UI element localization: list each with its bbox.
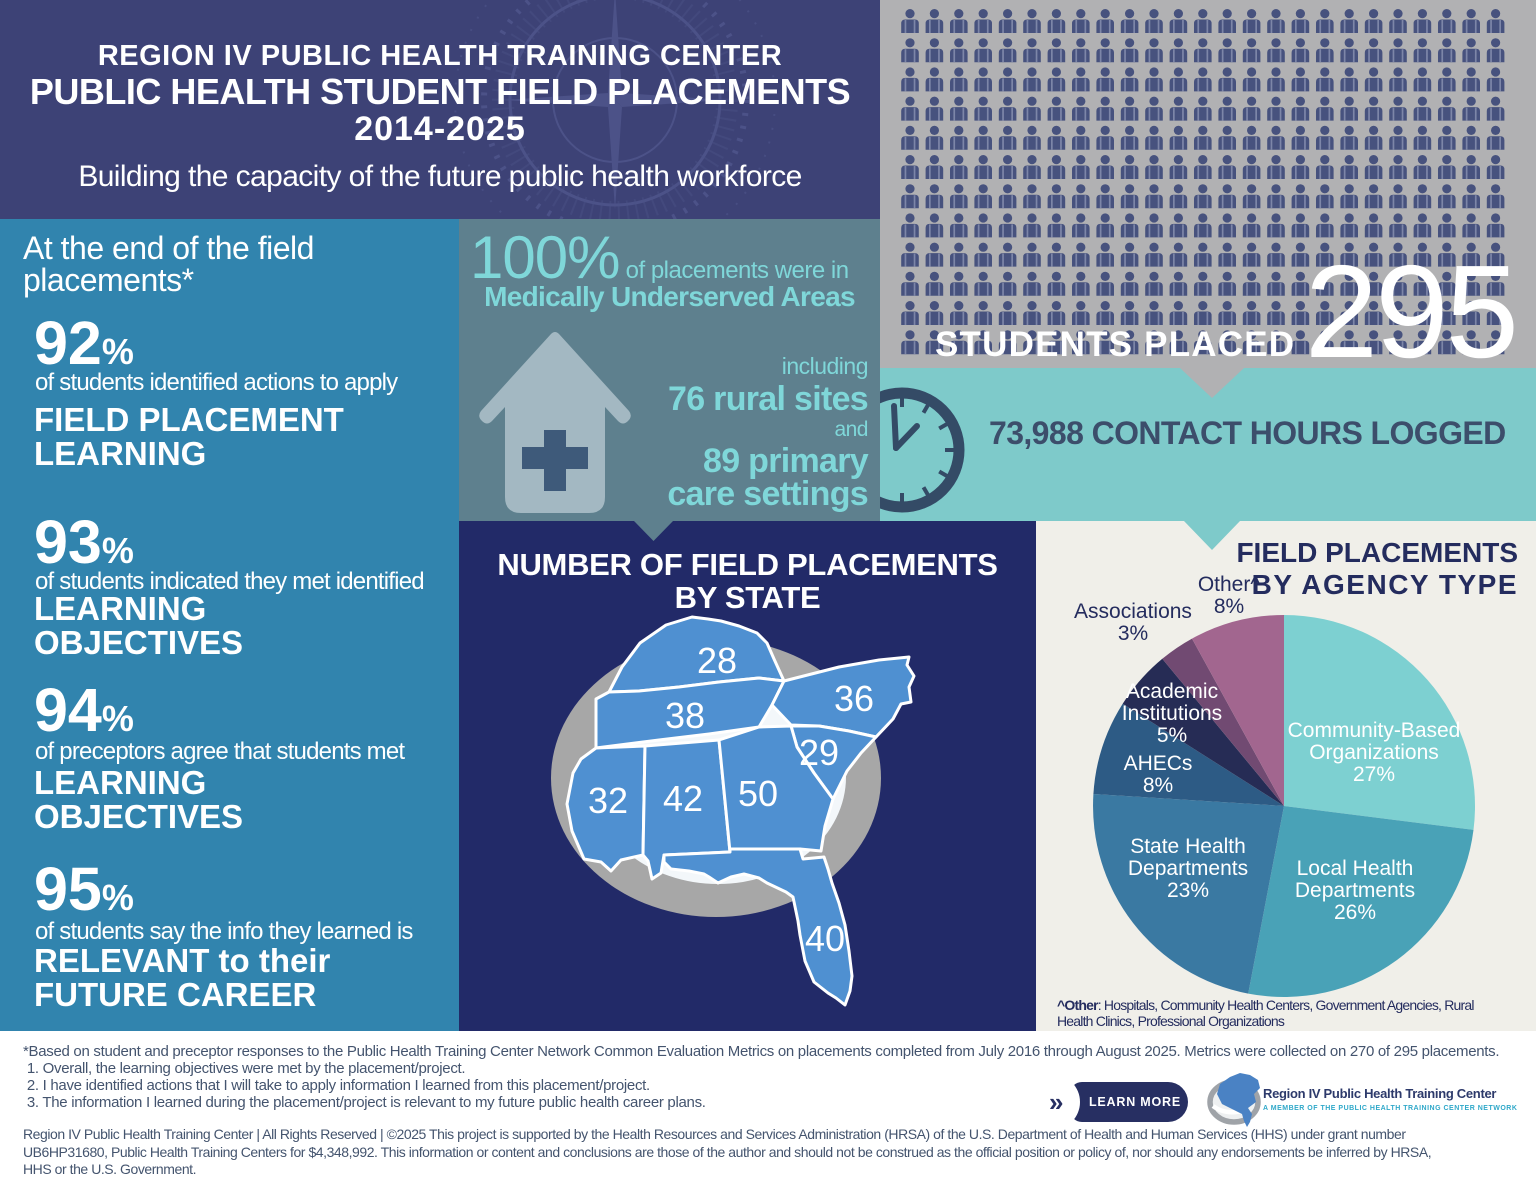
svg-text:29: 29 <box>799 732 839 773</box>
svg-text:38: 38 <box>665 695 705 736</box>
svg-text:32: 32 <box>588 780 628 821</box>
svg-text:36: 36 <box>834 678 874 719</box>
svg-text:40: 40 <box>805 918 845 959</box>
svg-text:42: 42 <box>663 778 703 819</box>
svg-text:28: 28 <box>697 640 737 681</box>
svg-text:50: 50 <box>738 773 778 814</box>
